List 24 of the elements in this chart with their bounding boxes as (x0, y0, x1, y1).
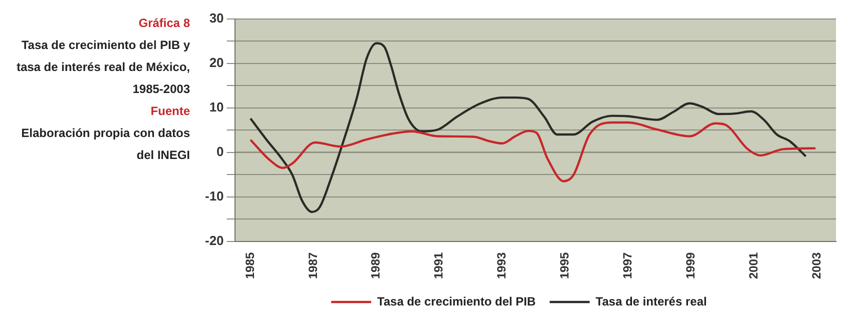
chart-title: Gráfica 8 (138, 15, 190, 32)
text: Fuente (150, 103, 190, 120)
line-series (249, 121, 817, 182)
text: Elaboración propia con datos del INEGI (20, 125, 190, 164)
x-tick-label: 1991 (432, 252, 446, 280)
x-tick-label: 1999 (684, 252, 698, 280)
x-tick-label: 1989 (368, 252, 383, 280)
line-series (249, 42, 807, 214)
y-tick-label: 0 (216, 144, 224, 159)
legend-label: Tasa de crecimiento del PIB (377, 294, 536, 308)
y-tick-label: -10 (204, 188, 224, 204)
x-tick-label: 1995 (558, 252, 572, 280)
x-tick-label: 1985 (242, 252, 257, 280)
y-tick-label: 30 (209, 10, 224, 26)
x-tick-label: 2001 (746, 252, 760, 280)
x-tick-label: 2003 (809, 252, 824, 280)
y-tick-label: 10 (209, 99, 224, 114)
text: Tasa de crecimiento del PIB y tasa de interés real de México, 1985-2003 (16, 37, 190, 98)
y-tick-label: 20 (209, 54, 224, 70)
legend-label: Tasa de interés real (596, 294, 707, 308)
x-tick-label: 1993 (494, 252, 509, 280)
y-tick-label: -20 (204, 232, 224, 248)
x-tick-label: 1997 (620, 252, 635, 280)
x-tick-label: 1987 (306, 252, 320, 280)
